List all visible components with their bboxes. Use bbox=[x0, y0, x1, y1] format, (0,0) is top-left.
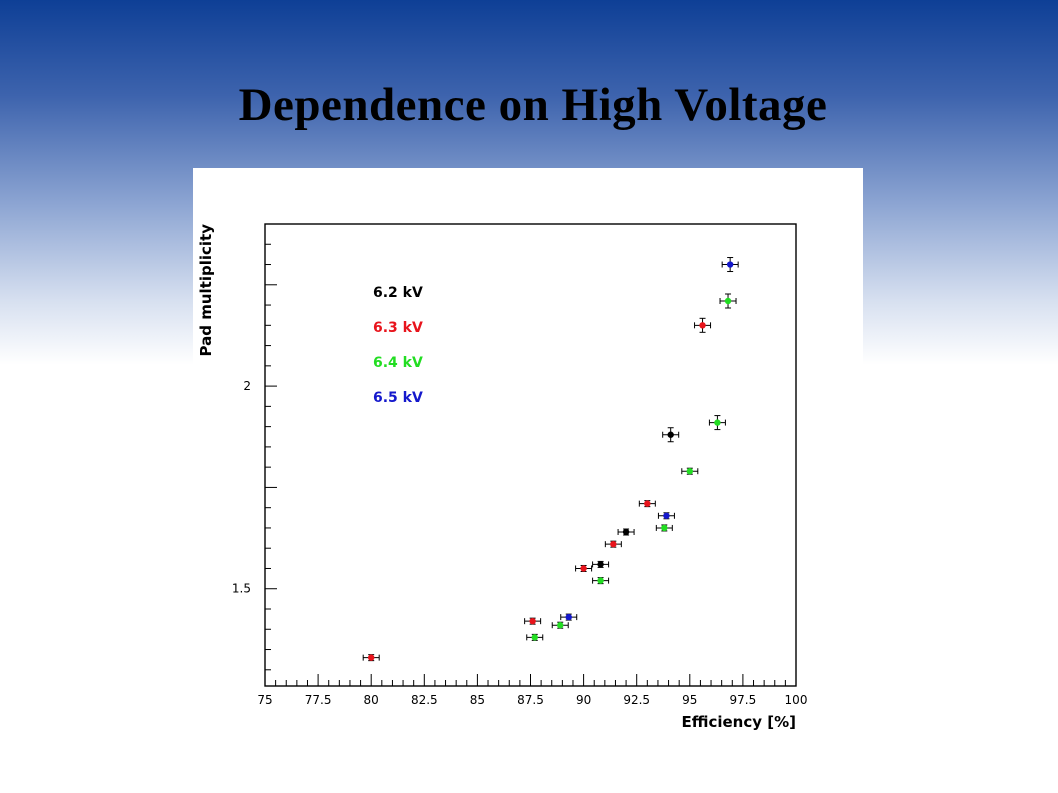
y-tick-label: 2 bbox=[243, 379, 251, 393]
x-tick-label: 82.5 bbox=[411, 693, 438, 707]
data-point bbox=[557, 622, 564, 629]
plot-panel: 75 77.5 80 82.5 85 87.5 90 92.5 95 97.5 100 1.5 2 6.… bbox=[193, 168, 863, 770]
x-tick-label: 97.5 bbox=[730, 693, 757, 707]
data-point bbox=[714, 419, 721, 426]
x-tick-label: 85 bbox=[470, 693, 485, 707]
data-point bbox=[580, 565, 587, 572]
data-point bbox=[529, 617, 536, 625]
tick-labels: 75 77.5 80 82.5 85 87.5 90 92.5 95 97.5 100 1.5 2 bbox=[232, 379, 808, 707]
x-tick-label: 95 bbox=[682, 693, 697, 707]
slide-title: Dependence on High Voltage bbox=[238, 79, 828, 131]
scatter-chart: 75 77.5 80 82.5 85 87.5 90 92.5 95 97.5 100 1.5 2 6.… bbox=[197, 223, 808, 731]
series-6-5-kv bbox=[560, 257, 739, 621]
data-point bbox=[622, 528, 630, 536]
series-6-3-kv bbox=[362, 317, 712, 662]
data-point bbox=[610, 540, 617, 548]
data-point bbox=[368, 654, 375, 661]
data-point bbox=[699, 322, 706, 329]
x-tick-label: 90 bbox=[576, 693, 591, 707]
x-axis-label: Efficiency [%] bbox=[682, 713, 797, 731]
data-point bbox=[597, 577, 604, 584]
data-point bbox=[597, 561, 604, 568]
legend-entry: 6.3 kV bbox=[373, 320, 423, 336]
data-point bbox=[661, 524, 668, 532]
x-tick-label: 80 bbox=[364, 693, 379, 707]
x-tick-label: 87.5 bbox=[517, 693, 544, 707]
legend: 6.2 kV 6.3 kV 6.4 kV 6.5 kV bbox=[373, 285, 423, 406]
data-point bbox=[667, 431, 674, 438]
data-point bbox=[686, 468, 693, 475]
x-tick-label: 100 bbox=[785, 693, 808, 707]
legend-entry: 6.4 kV bbox=[373, 355, 423, 371]
series-6-4-kv bbox=[526, 293, 737, 641]
data-point bbox=[644, 500, 651, 507]
data-point bbox=[663, 512, 670, 519]
data-points bbox=[362, 257, 739, 662]
x-tick-label: 92.5 bbox=[623, 693, 650, 707]
y-tick-label: 1.5 bbox=[232, 582, 251, 596]
x-tick-label: 75 bbox=[257, 693, 272, 707]
data-point bbox=[724, 297, 732, 305]
plot-frame bbox=[264, 223, 797, 687]
series-6-2-kv bbox=[592, 427, 680, 568]
legend-entry: 6.5 kV bbox=[373, 390, 423, 406]
y-axis-label: Pad multiplicity bbox=[197, 224, 215, 357]
data-point bbox=[565, 613, 572, 621]
x-tick-label: 77.5 bbox=[305, 693, 332, 707]
legend-entry: 6.2 kV bbox=[373, 285, 423, 301]
data-point bbox=[531, 634, 538, 641]
axis-ticks bbox=[264, 223, 797, 686]
data-point bbox=[726, 261, 734, 268]
